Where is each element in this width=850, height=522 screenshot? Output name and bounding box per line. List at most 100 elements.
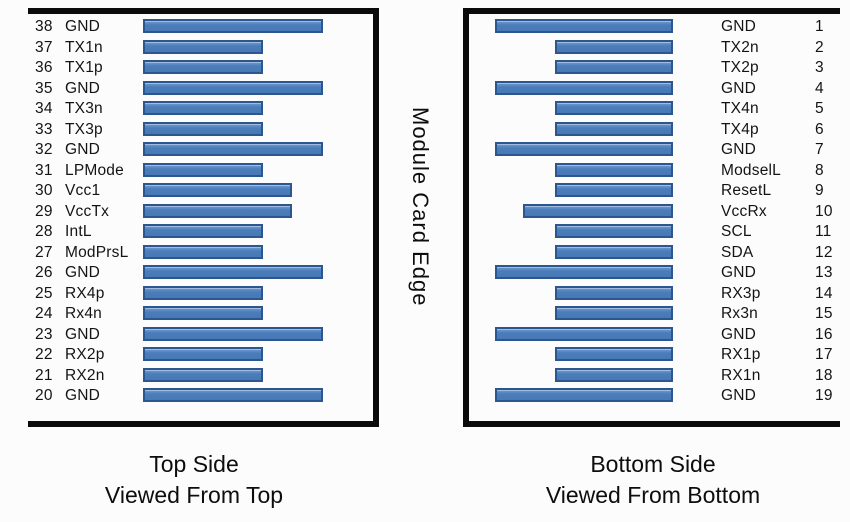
pad-bar-signal xyxy=(555,101,673,115)
pad-bar-signal xyxy=(143,285,263,300)
pin-name: RX1n xyxy=(721,366,761,384)
pin-name: RX4p xyxy=(65,284,105,302)
pin-row-19: 19 GND xyxy=(469,387,840,409)
pad-bar-gnd xyxy=(495,142,673,156)
pin-row-30: 30 Vcc1 xyxy=(28,182,373,204)
pin-number: 12 xyxy=(815,243,833,261)
pin-name: ModPrsL xyxy=(65,243,129,261)
pin-number: 27 xyxy=(35,243,53,261)
pad-bar-signal xyxy=(143,60,263,74)
pin-row-27: 27 ModPrsL xyxy=(28,243,373,266)
pin-row-7: 7 GND xyxy=(469,141,840,163)
pin-name: GND xyxy=(65,18,101,35)
pin-number: 17 xyxy=(815,346,833,363)
pin-number: 38 xyxy=(35,18,53,35)
pad-bar-gnd xyxy=(143,388,323,402)
pin-row-1: 1 GND xyxy=(469,18,840,40)
pin-number: 34 xyxy=(35,100,53,117)
pin-number: 33 xyxy=(35,120,53,138)
pad-bar-gnd xyxy=(143,265,323,279)
pin-number: 20 xyxy=(35,387,53,404)
pin-number: 24 xyxy=(35,305,53,322)
pad-bar-signal xyxy=(555,183,673,197)
pin-row-38: 38 GND xyxy=(28,18,373,40)
pin-row-28: 28 IntL xyxy=(28,223,373,245)
pin-row-3: 3 TX2p xyxy=(469,59,840,81)
pin-number: 14 xyxy=(815,284,833,302)
pin-name: TX3n xyxy=(65,100,103,117)
pin-name: GND xyxy=(721,264,757,281)
pin-row-29: 29 VccTx xyxy=(28,203,373,225)
pin-row-25: 25 RX4p xyxy=(28,284,373,307)
pin-name: GND xyxy=(65,141,101,158)
pad-bar-vcc xyxy=(523,203,673,218)
pin-number: 19 xyxy=(815,387,833,404)
pad-bar-signal xyxy=(555,162,673,177)
pad-bar-gnd xyxy=(495,388,673,402)
pad-bar-signal xyxy=(555,285,673,300)
pin-name: ResetL xyxy=(721,182,772,199)
pin-row-2: 2 TX2n xyxy=(469,39,840,61)
pin-row-12: 12 SDA xyxy=(469,243,840,266)
bottom-side-panel: 1 GND 2 TX2n 3 TX2p 4 GND 5 TX4n 6 TX4p 7 GND 8 ModselL… xyxy=(463,8,840,427)
pad-bar-signal xyxy=(555,367,673,382)
pin-number: 23 xyxy=(35,325,53,343)
pin-number: 5 xyxy=(815,100,824,117)
pad-bar-signal xyxy=(143,39,263,54)
pad-bar-signal xyxy=(555,244,673,259)
pad-bar-signal xyxy=(555,39,673,54)
pin-number: 16 xyxy=(815,325,833,343)
pin-number: 32 xyxy=(35,141,53,158)
pad-bar-signal xyxy=(555,224,673,238)
pin-row-5: 5 TX4n xyxy=(469,100,840,122)
pin-row-26: 26 GND xyxy=(28,264,373,286)
pin-row-17: 17 RX1p xyxy=(469,346,840,368)
pad-bar-signal xyxy=(143,347,263,361)
pin-row-6: 6 TX4p xyxy=(469,120,840,143)
pin-number: 4 xyxy=(815,79,824,97)
pin-row-18: 18 RX1n xyxy=(469,366,840,389)
pin-number: 18 xyxy=(815,366,833,384)
pin-row-23: 23 GND xyxy=(28,325,373,348)
pin-name: GND xyxy=(721,387,757,404)
pin-row-9: 9 ResetL xyxy=(469,182,840,204)
pad-bar-vcc xyxy=(143,203,292,218)
pin-name: GND xyxy=(65,79,101,97)
pin-row-21: 21 RX2n xyxy=(28,367,373,389)
bottom-side-caption-line2: Viewed From Bottom xyxy=(545,482,761,508)
pad-bar-gnd xyxy=(143,326,323,341)
bottom-side-caption-line1: Bottom Side xyxy=(590,451,716,477)
pad-bar-gnd xyxy=(495,19,673,33)
pin-name: GND xyxy=(721,18,757,35)
pin-number: 9 xyxy=(815,182,824,199)
pin-row-20: 20 GND xyxy=(28,387,373,409)
pin-row-33: 33 TX3p xyxy=(28,120,373,143)
pad-bar-gnd xyxy=(143,80,323,95)
pin-name: LPMode xyxy=(65,161,124,179)
pin-name: GND xyxy=(65,387,101,404)
pad-bar-vcc xyxy=(143,183,292,197)
pin-number: 22 xyxy=(35,346,53,363)
pin-number: 6 xyxy=(815,120,824,138)
pin-name: GND xyxy=(721,141,757,158)
pin-row-22: 22 RX2p xyxy=(28,346,373,368)
pin-name: RX1p xyxy=(721,346,761,363)
pin-name: GND xyxy=(721,325,757,343)
pin-row-11: 11 SCL xyxy=(469,223,840,245)
pin-name: Vcc1 xyxy=(65,182,101,199)
pad-bar-signal xyxy=(143,101,263,115)
pin-name: RX3p xyxy=(721,284,761,302)
pin-name: TX1p xyxy=(65,59,103,76)
pad-bar-gnd xyxy=(495,80,673,95)
pin-row-13: 13 GND xyxy=(469,264,840,286)
pin-name: ModselL xyxy=(721,161,781,179)
pin-number: 15 xyxy=(815,305,833,322)
pad-bar-gnd xyxy=(495,265,673,279)
pin-row-32: 32 GND xyxy=(28,141,373,163)
pad-bar-gnd xyxy=(143,142,323,156)
pad-bar-signal xyxy=(555,121,673,136)
pin-number: 26 xyxy=(35,264,53,281)
pin-name: SDA xyxy=(721,243,754,261)
pad-bar-gnd xyxy=(495,326,673,341)
bottom-side-caption: Bottom Side Viewed From Bottom xyxy=(473,449,833,511)
